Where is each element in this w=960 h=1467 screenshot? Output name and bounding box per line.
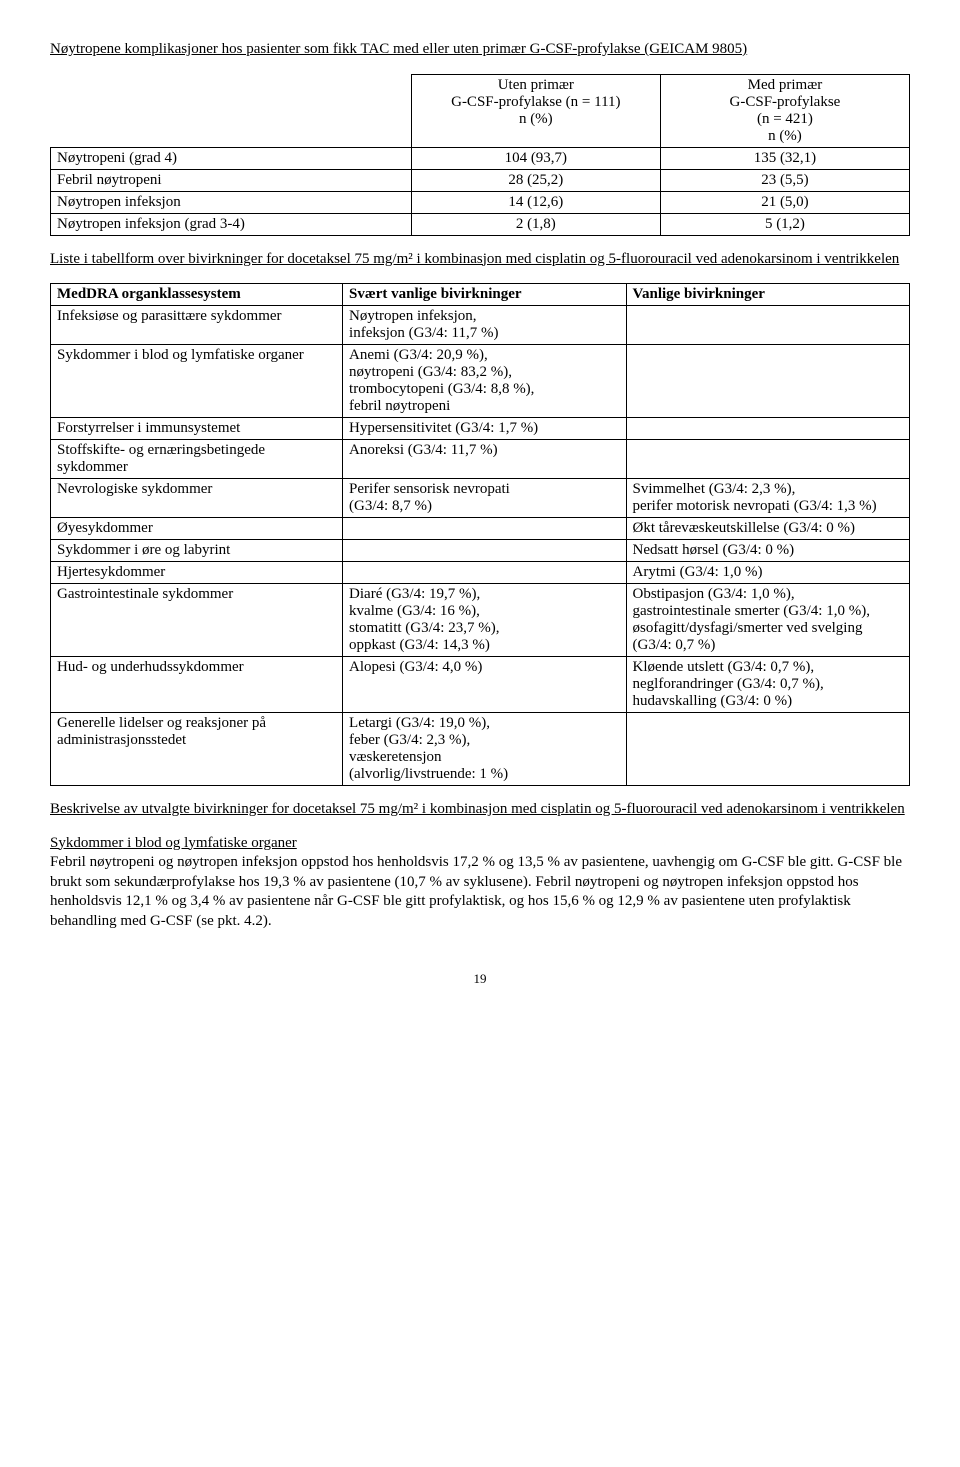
cell: Gastrointestinale sykdommer (51, 584, 343, 657)
header-cell: Uten primær G-CSF-profylakse (n = 111) n… (411, 74, 660, 147)
page-number: 19 (50, 971, 910, 987)
table-row: Generelle lidelser og reaksjoner på admi… (51, 713, 910, 786)
cell: 2 (1,8) (411, 213, 660, 235)
cell (343, 562, 626, 584)
header-cell: Vanlige bivirkninger (626, 284, 909, 306)
cell (626, 345, 909, 418)
cell: Febril nøytropeni (51, 169, 412, 191)
table-row: Gastrointestinale sykdommer Diaré (G3/4:… (51, 584, 910, 657)
cell: Hud- og underhudssykdommer (51, 657, 343, 713)
cell: Forstyrrelser i immunsystemet (51, 418, 343, 440)
table-row: Øyesykdommer Økt tårevæskeutskillelse (G… (51, 518, 910, 540)
cell: Nøytropen infeksjon, infeksjon (G3/4: 11… (343, 306, 626, 345)
table-row: Infeksiøse og parasittære sykdommer Nøyt… (51, 306, 910, 345)
cell: Kløende utslett (G3/4: 0,7 %), neglforan… (626, 657, 909, 713)
cell: Svimmelhet (G3/4: 2,3 %), perifer motori… (626, 479, 909, 518)
cell: Nøytropen infeksjon (51, 191, 412, 213)
table-row: Sykdommer i øre og labyrint Nedsatt hørs… (51, 540, 910, 562)
section-title-2: Liste i tabellform over bivirkninger for… (50, 250, 910, 270)
cell (626, 306, 909, 345)
subsection-heading: Sykdommer i blod og lymfatiske organer (50, 834, 910, 854)
header-cell: Svært vanlige bivirkninger (343, 284, 626, 306)
cell: 28 (25,2) (411, 169, 660, 191)
cell: Perifer sensorisk nevropati (G3/4: 8,7 %… (343, 479, 626, 518)
cell: Alopesi (G3/4: 4,0 %) (343, 657, 626, 713)
cell: 5 (1,2) (660, 213, 909, 235)
cell: Infeksiøse og parasittære sykdommer (51, 306, 343, 345)
cell: Obstipasjon (G3/4: 1,0 %), gastrointesti… (626, 584, 909, 657)
cell (626, 713, 909, 786)
cell: Nevrologiske sykdommer (51, 479, 343, 518)
cell: Nøytropen infeksjon (grad 3-4) (51, 213, 412, 235)
header-cell (51, 74, 412, 147)
cell: Nedsatt hørsel (G3/4: 0 %) (626, 540, 909, 562)
cell: Anoreksi (G3/4: 11,7 %) (343, 440, 626, 479)
cell: Generelle lidelser og reaksjoner på admi… (51, 713, 343, 786)
cell: Hjertesykdommer (51, 562, 343, 584)
table-row: Nøytropeni (grad 4) 104 (93,7) 135 (32,1… (51, 147, 910, 169)
table-row: Nevrologiske sykdommer Perifer sensorisk… (51, 479, 910, 518)
cell: Sykdommer i blod og lymfatiske organer (51, 345, 343, 418)
table-row: Uten primær G-CSF-profylakse (n = 111) n… (51, 74, 910, 147)
cell: Diaré (G3/4: 19,7 %), kvalme (G3/4: 16 %… (343, 584, 626, 657)
section-title-1: Nøytropene komplikasjoner hos pasienter … (50, 40, 910, 60)
table-row: MedDRA organklassesystem Svært vanlige b… (51, 284, 910, 306)
table-row: Forstyrrelser i immunsystemet Hypersensi… (51, 418, 910, 440)
table-adverse-reactions: MedDRA organklassesystem Svært vanlige b… (50, 283, 910, 786)
cell: Økt tårevæskeutskillelse (G3/4: 0 %) (626, 518, 909, 540)
cell: 21 (5,0) (660, 191, 909, 213)
table-row: Sykdommer i blod og lymfatiske organer A… (51, 345, 910, 418)
table-row: Hjertesykdommer Arytmi (G3/4: 1,0 %) (51, 562, 910, 584)
cell: Stoffskifte- og ernæringsbetingede sykdo… (51, 440, 343, 479)
cell (343, 540, 626, 562)
cell: 23 (5,5) (660, 169, 909, 191)
cell: Letargi (G3/4: 19,0 %), feber (G3/4: 2,3… (343, 713, 626, 786)
table-row: Stoffskifte- og ernæringsbetingede sykdo… (51, 440, 910, 479)
cell: Arytmi (G3/4: 1,0 %) (626, 562, 909, 584)
cell: Nøytropeni (grad 4) (51, 147, 412, 169)
cell: Hypersensitivitet (G3/4: 1,7 %) (343, 418, 626, 440)
cell (343, 518, 626, 540)
header-cell: Med primær G-CSF-profylakse (n = 421) n … (660, 74, 909, 147)
section-title-3: Beskrivelse av utvalgte bivirkninger for… (50, 800, 910, 820)
cell: 135 (32,1) (660, 147, 909, 169)
table-row: Febril nøytropeni 28 (25,2) 23 (5,5) (51, 169, 910, 191)
header-cell: MedDRA organklassesystem (51, 284, 343, 306)
table-row: Nøytropen infeksjon (grad 3-4) 2 (1,8) 5… (51, 213, 910, 235)
cell: Øyesykdommer (51, 518, 343, 540)
cell (626, 440, 909, 479)
table-row: Nøytropen infeksjon 14 (12,6) 21 (5,0) (51, 191, 910, 213)
cell: Anemi (G3/4: 20,9 %), nøytropeni (G3/4: … (343, 345, 626, 418)
table-neutropenic-complications: Uten primær G-CSF-profylakse (n = 111) n… (50, 74, 910, 236)
cell (626, 418, 909, 440)
table-row: Hud- og underhudssykdommer Alopesi (G3/4… (51, 657, 910, 713)
body-text: Febril nøytropeni og nøytropen infeksjon… (50, 853, 910, 931)
cell: 104 (93,7) (411, 147, 660, 169)
cell: Sykdommer i øre og labyrint (51, 540, 343, 562)
cell: 14 (12,6) (411, 191, 660, 213)
